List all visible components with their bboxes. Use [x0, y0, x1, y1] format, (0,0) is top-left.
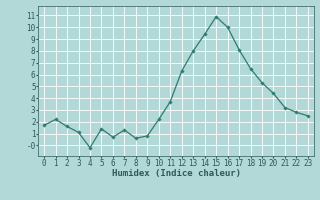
X-axis label: Humidex (Indice chaleur): Humidex (Indice chaleur)	[111, 169, 241, 178]
